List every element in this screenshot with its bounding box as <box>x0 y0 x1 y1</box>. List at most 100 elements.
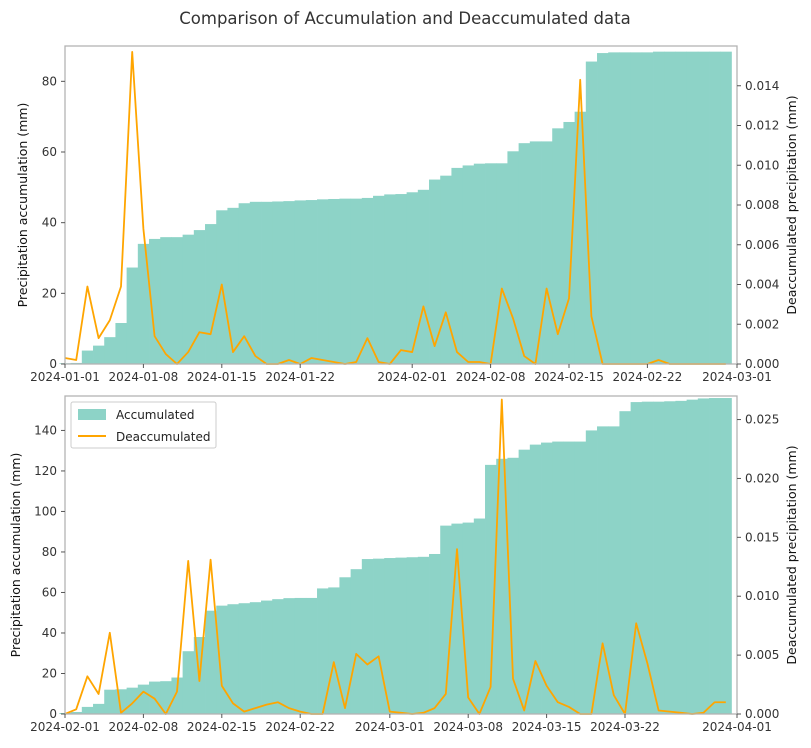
bottom-x-tick-label: 2024-02-22 <box>265 720 335 734</box>
bottom-accumulated-bar <box>272 599 284 714</box>
top-accumulated-bar <box>597 53 609 364</box>
bottom-y-tick-label: 80 <box>42 545 57 559</box>
bottom-accumulated-bar <box>563 441 576 714</box>
bottom-accumulated-bar <box>541 442 553 714</box>
bottom-accumulated-bar <box>328 587 340 714</box>
bottom-accumulated-bar <box>641 401 654 714</box>
bottom-accumulated-bar <box>104 689 116 714</box>
top-accumulated-bar <box>149 238 161 364</box>
bottom-accumulated-bar <box>361 559 374 714</box>
legend: Accumulated Deaccumulated <box>70 401 217 449</box>
top-accumulated-bar <box>462 165 475 364</box>
top-accumulated-bar <box>160 237 172 364</box>
top-accumulated-bar <box>328 198 340 364</box>
bottom-accumulated-bars <box>59 398 732 714</box>
bottom-x-tick-label: 2024-03-22 <box>590 720 660 734</box>
bottom-y-tick-label: 20 <box>42 666 57 680</box>
bottom-accumulated-bar <box>518 449 531 714</box>
top-y-tick-label: 40 <box>42 216 57 230</box>
top-y2-tick-label: 0.010 <box>745 158 779 172</box>
bottom-accumulated-bar <box>406 557 419 714</box>
top-accumulated-bar <box>485 163 497 364</box>
bottom-plot-frame <box>64 395 738 715</box>
top-accumulated-bar <box>585 61 598 365</box>
top-accumulated-bar <box>529 141 542 364</box>
bottom-y2-tick-label: 0.000 <box>745 707 779 721</box>
top-y-tick-label: 80 <box>42 74 57 88</box>
top-left-axis-title: Precipitation accumulation (mm) <box>15 103 30 308</box>
top-y2-tick-label: 0.008 <box>745 198 779 212</box>
bottom-accumulated-bar <box>462 522 475 714</box>
bottom-accumulated-bar <box>440 525 452 714</box>
bottom-accumulated-bar <box>597 426 609 714</box>
top-accumulated-bars <box>59 51 732 365</box>
top-accumulated-bar <box>238 203 251 364</box>
top-panel: 2024-01-01 2024-01-08 2024-01-15 2024-01-22… <box>15 45 799 384</box>
top-accumulated-bar <box>440 175 452 364</box>
bottom-accumulated-bar <box>429 553 441 714</box>
bottom-x-tick-label: 2024-03-01 <box>355 720 425 734</box>
bottom-accumulated-bar <box>305 597 318 714</box>
legend-accumulated-label: Accumulated <box>116 408 195 422</box>
bottom-accumulated-bar <box>171 677 184 714</box>
top-accumulated-bar <box>473 163 486 364</box>
bottom-accumulated-bar <box>697 398 710 714</box>
top-accumulated-bar <box>81 350 94 364</box>
bottom-accumulated-bar <box>261 600 273 714</box>
bottom-x-tick-label: 2024-02-01 <box>30 720 100 734</box>
bottom-y2-tick-label: 0.020 <box>745 471 779 485</box>
bottom-accumulated-bar <box>664 401 676 714</box>
top-accumulated-bar <box>675 51 688 365</box>
top-accumulated-bar <box>283 201 296 364</box>
bottom-accumulated-bar <box>507 457 520 714</box>
bottom-accumulated-bar <box>249 602 262 714</box>
top-accumulated-bar <box>261 201 273 364</box>
top-accumulated-bar <box>619 52 632 365</box>
top-accumulated-bar <box>451 167 464 364</box>
top-accumulated-bar <box>395 194 408 364</box>
top-accumulated-bar <box>115 323 128 364</box>
bottom-accumulated-bar <box>294 597 307 714</box>
bottom-accumulated-bar <box>70 711 83 714</box>
top-x-tick-label: 2024-01-15 <box>187 370 257 384</box>
bottom-accumulated-bar <box>227 604 240 714</box>
bottom-accumulated-bar <box>608 426 620 714</box>
top-accumulated-bar <box>496 163 508 364</box>
top-accumulated-bar <box>518 143 531 364</box>
top-accumulated-bar <box>664 51 676 365</box>
bottom-left-axis-title: Precipitation accumulation (mm) <box>8 453 23 658</box>
top-accumulated-bar <box>205 224 217 364</box>
legend-deaccumulated-label: Deaccumulated <box>116 430 210 444</box>
top-y-tick-label: 0 <box>49 357 57 371</box>
bottom-accumulated-bar <box>417 556 430 714</box>
top-accumulated-bar <box>406 192 419 364</box>
legend-accumulated-swatch <box>78 409 106 420</box>
bottom-accumulated-bar <box>238 603 251 714</box>
top-axes: 2024-01-01 2024-01-08 2024-01-15 2024-01-22… <box>30 45 779 384</box>
top-accumulated-bar <box>630 52 643 365</box>
bottom-accumulated-bar <box>339 577 352 714</box>
bottom-deaccumulated-line <box>64 398 726 715</box>
bottom-x-tick-label: 2024-04-01 <box>702 720 772 734</box>
top-y2-tick-label: 0.012 <box>745 119 779 133</box>
top-y2-tick-label: 0.004 <box>745 278 779 292</box>
bottom-accumulated-bar <box>205 610 217 714</box>
bottom-accumulated-bar <box>93 703 105 714</box>
top-accumulated-bar <box>697 51 710 365</box>
top-accumulated-bar <box>429 179 441 364</box>
top-accumulated-bar <box>350 198 363 364</box>
bottom-accumulated-bar <box>81 706 94 714</box>
bottom-x-tick-label: 2024-02-15 <box>187 720 257 734</box>
top-accumulated-bar <box>182 234 195 364</box>
bottom-accumulated-bar <box>126 687 139 714</box>
bottom-axes: 2024-02-01 2024-02-08 2024-02-15 2024-02-22… <box>30 395 779 734</box>
top-y2-tick-label: 0.006 <box>745 238 779 252</box>
bottom-accumulated-bar <box>137 684 150 714</box>
top-x-tick-label: 2024-02-15 <box>534 370 604 384</box>
bottom-accumulated-bar <box>653 401 665 714</box>
bottom-x-tick-label: 2024-03-08 <box>433 720 503 734</box>
top-x-tick-label: 2024-02-01 <box>377 370 447 384</box>
top-accumulated-bar <box>294 200 307 364</box>
bottom-accumulated-bar <box>350 569 363 714</box>
